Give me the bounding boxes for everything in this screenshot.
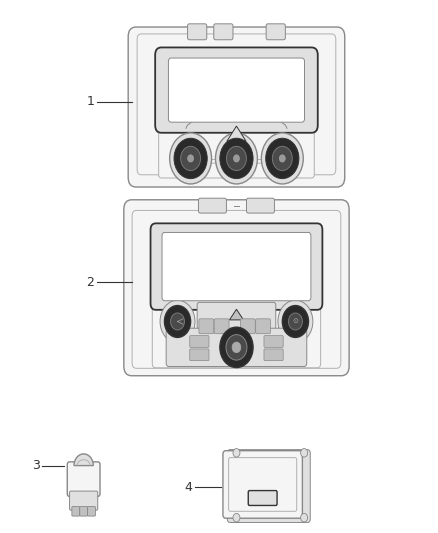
FancyBboxPatch shape <box>80 506 88 516</box>
Text: 4: 4 <box>184 481 192 494</box>
FancyBboxPatch shape <box>227 450 310 522</box>
Polygon shape <box>227 126 246 141</box>
FancyBboxPatch shape <box>72 506 80 516</box>
Text: 2: 2 <box>86 276 94 289</box>
Circle shape <box>226 147 247 171</box>
Circle shape <box>226 335 247 360</box>
FancyBboxPatch shape <box>264 336 283 348</box>
FancyBboxPatch shape <box>151 223 322 310</box>
FancyBboxPatch shape <box>70 491 98 510</box>
Text: 3: 3 <box>32 459 39 472</box>
FancyBboxPatch shape <box>197 302 276 341</box>
Polygon shape <box>230 309 244 320</box>
FancyBboxPatch shape <box>128 27 345 187</box>
FancyBboxPatch shape <box>229 458 297 511</box>
FancyBboxPatch shape <box>124 200 349 376</box>
Circle shape <box>187 155 194 162</box>
FancyBboxPatch shape <box>162 232 311 301</box>
Circle shape <box>266 138 299 179</box>
FancyBboxPatch shape <box>240 319 255 334</box>
Circle shape <box>233 449 240 457</box>
FancyBboxPatch shape <box>88 506 95 516</box>
FancyBboxPatch shape <box>166 328 307 367</box>
FancyBboxPatch shape <box>152 301 321 368</box>
FancyBboxPatch shape <box>199 319 214 334</box>
Circle shape <box>300 449 307 457</box>
FancyBboxPatch shape <box>187 24 207 40</box>
FancyBboxPatch shape <box>169 58 304 122</box>
FancyBboxPatch shape <box>247 198 275 213</box>
FancyBboxPatch shape <box>132 211 341 368</box>
Wedge shape <box>74 454 93 466</box>
Circle shape <box>220 327 253 368</box>
FancyBboxPatch shape <box>137 34 336 175</box>
Text: 1: 1 <box>86 95 94 108</box>
Circle shape <box>220 138 253 179</box>
Circle shape <box>215 133 258 184</box>
FancyBboxPatch shape <box>223 451 302 518</box>
Circle shape <box>233 155 240 162</box>
Circle shape <box>180 147 201 171</box>
FancyBboxPatch shape <box>248 490 277 505</box>
Circle shape <box>261 133 303 184</box>
Circle shape <box>272 147 292 171</box>
FancyBboxPatch shape <box>155 47 318 133</box>
Circle shape <box>160 300 195 343</box>
FancyBboxPatch shape <box>159 124 314 178</box>
Circle shape <box>170 313 184 330</box>
Circle shape <box>233 513 240 522</box>
Circle shape <box>283 305 308 337</box>
FancyBboxPatch shape <box>214 319 229 334</box>
FancyBboxPatch shape <box>67 462 100 496</box>
FancyBboxPatch shape <box>198 198 226 213</box>
FancyBboxPatch shape <box>190 349 209 361</box>
Circle shape <box>170 133 212 184</box>
Circle shape <box>232 342 241 353</box>
Circle shape <box>174 138 207 179</box>
Circle shape <box>279 155 285 162</box>
FancyBboxPatch shape <box>264 349 283 361</box>
FancyBboxPatch shape <box>214 24 233 40</box>
FancyBboxPatch shape <box>190 336 209 348</box>
Text: ⊙: ⊙ <box>293 319 298 325</box>
Circle shape <box>288 313 302 330</box>
Circle shape <box>300 513 307 522</box>
Circle shape <box>278 300 313 343</box>
Circle shape <box>164 305 191 337</box>
FancyBboxPatch shape <box>266 24 286 40</box>
FancyBboxPatch shape <box>256 319 271 334</box>
